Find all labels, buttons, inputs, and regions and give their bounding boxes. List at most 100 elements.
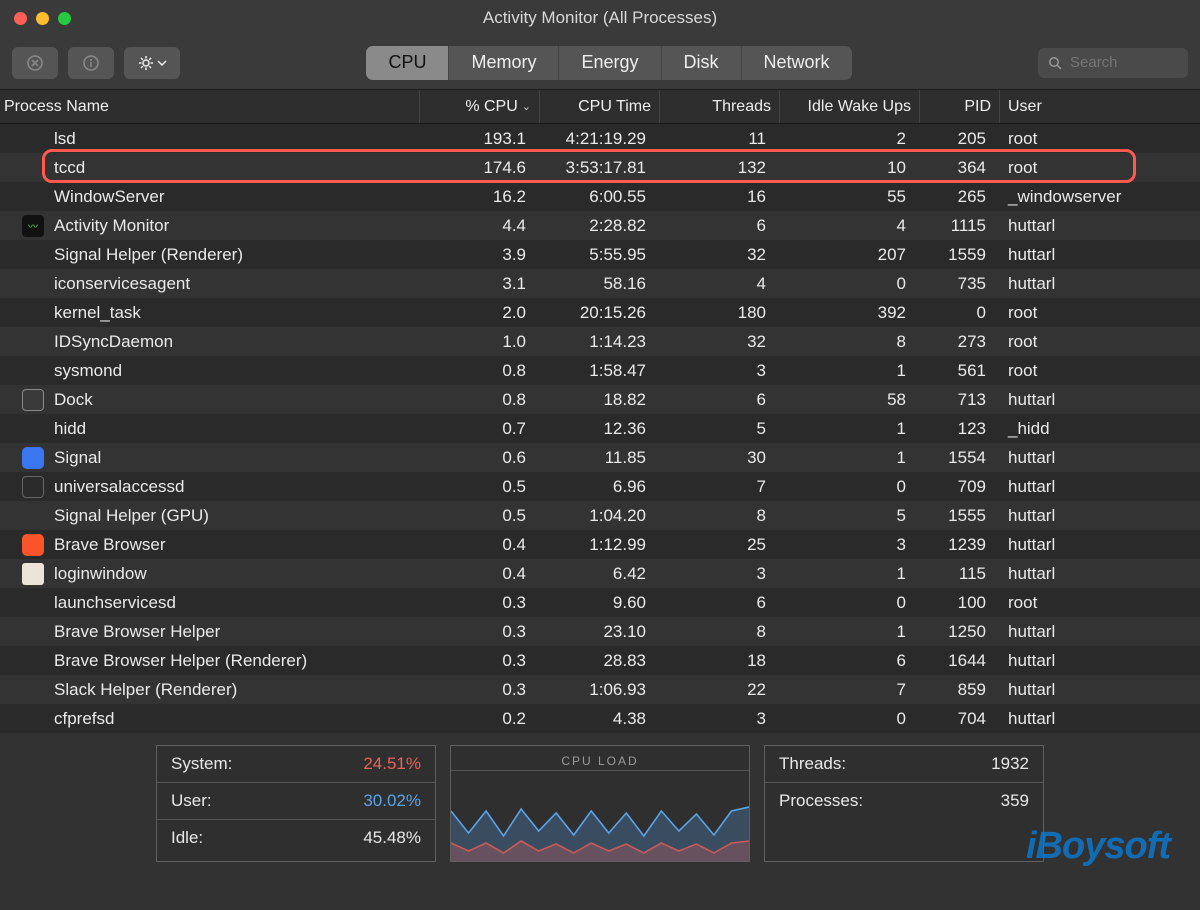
user-cell: _windowserver [1000,187,1200,207]
cpu-time-cell: 1:58.47 [540,361,660,381]
threads-cell: 32 [660,245,780,265]
search-input[interactable] [1070,54,1160,71]
user-cell: huttarl [1000,448,1200,468]
process-list[interactable]: lsd 193.1 4:21:19.29 11 2 205 root tccd … [0,124,1200,733]
user-cell: root [1000,332,1200,352]
table-row[interactable]: IDSyncDaemon 1.0 1:14.23 32 8 273 root [0,327,1200,356]
threads-cell: 5 [660,419,780,439]
processes-row: Processes: 359 [765,783,1043,819]
col-pid[interactable]: PID [920,90,1000,123]
cpu-time-cell: 6:00.55 [540,187,660,207]
threads-cell: 180 [660,303,780,323]
threads-label: Threads: [779,754,846,774]
user-cell: huttarl [1000,274,1200,294]
tab-disk[interactable]: Disk [662,46,742,80]
user-cell: huttarl [1000,680,1200,700]
col-cpu-time[interactable]: CPU Time [540,90,660,123]
user-cell: root [1000,593,1200,613]
table-row[interactable]: Brave Browser Helper 0.3 23.10 8 1 1250 … [0,617,1200,646]
close-window-button[interactable] [14,12,27,25]
table-row[interactable]: kernel_task 2.0 20:15.26 180 392 0 root [0,298,1200,327]
idle-label: Idle: [171,828,203,848]
col-process-name[interactable]: Process Name [0,90,420,123]
col-idle-wakeups[interactable]: Idle Wake Ups [780,90,920,123]
pid-cell: 1250 [920,622,1000,642]
table-row[interactable]: Signal Helper (Renderer) 3.9 5:55.95 32 … [0,240,1200,269]
wakeups-cell: 4 [780,216,920,236]
zoom-window-button[interactable] [58,12,71,25]
cpu-pct-cell: 1.0 [420,332,540,352]
tab-network[interactable]: Network [742,46,852,80]
table-row[interactable]: Signal Helper (GPU) 0.5 1:04.20 8 5 1555… [0,501,1200,530]
col-cpu-pct[interactable]: % CPU⌄ [420,90,540,123]
table-row[interactable]: launchservicesd 0.3 9.60 6 0 100 root [0,588,1200,617]
cpu-time-cell: 20:15.26 [540,303,660,323]
table-row[interactable]: loginwindow 0.4 6.42 3 1 115 huttarl [0,559,1200,588]
col-user[interactable]: User [1000,90,1200,123]
system-value: 24.51% [363,754,421,774]
pid-cell: 735 [920,274,1000,294]
table-row[interactable]: sysmond 0.8 1:58.47 3 1 561 root [0,356,1200,385]
pid-cell: 859 [920,680,1000,700]
table-row[interactable]: cfprefsd 0.2 4.38 3 0 704 huttarl [0,704,1200,733]
cpu-pct-cell: 16.2 [420,187,540,207]
tab-energy[interactable]: Energy [559,46,661,80]
process-name: Activity Monitor [54,216,169,236]
cpu-pct-cell: 2.0 [420,303,540,323]
pid-cell: 713 [920,390,1000,410]
cpu-pct-cell: 0.4 [420,564,540,584]
cpu-load-graph [451,771,749,861]
table-row[interactable]: Signal 0.6 11.85 30 1 1554 huttarl [0,443,1200,472]
process-name: Brave Browser [54,535,165,555]
process-name-cell: IDSyncDaemon [0,332,420,352]
table-row[interactable]: Brave Browser 0.4 1:12.99 25 3 1239 hutt… [0,530,1200,559]
cpu-pct-cell: 0.8 [420,361,540,381]
process-name: universalaccessd [54,477,184,497]
cpu-pct-cell: 0.6 [420,448,540,468]
window-title: Activity Monitor (All Processes) [0,8,1200,28]
table-row[interactable]: lsd 193.1 4:21:19.29 11 2 205 root [0,124,1200,153]
activity-monitor-icon: 〰 [22,215,44,237]
minimize-window-button[interactable] [36,12,49,25]
process-name: Brave Browser Helper (Renderer) [54,651,307,671]
stop-icon [27,55,43,71]
col-threads[interactable]: Threads [660,90,780,123]
info-button[interactable] [68,47,114,79]
table-row[interactable]: hidd 0.7 12.36 5 1 123 _hidd [0,414,1200,443]
cpu-load-graph-panel: CPU LOAD [450,745,750,862]
tab-memory[interactable]: Memory [449,46,559,80]
threads-cell: 6 [660,593,780,613]
process-name-cell: universalaccessd [0,477,420,497]
system-label: System: [171,754,232,774]
signal-icon [22,447,44,469]
cpu-breakdown-panel: System: 24.51% User: 30.02% Idle: 45.48% [156,745,436,862]
table-row[interactable]: universalaccessd 0.5 6.96 7 0 709 huttar… [0,472,1200,501]
stop-process-button[interactable] [12,47,58,79]
cpu-pct-cell: 0.7 [420,419,540,439]
threads-cell: 4 [660,274,780,294]
table-row[interactable]: Brave Browser Helper (Renderer) 0.3 28.8… [0,646,1200,675]
tab-cpu[interactable]: CPU [366,46,449,80]
process-name-cell: lsd [0,129,420,149]
table-row[interactable]: iconservicesagent 3.1 58.16 4 0 735 hutt… [0,269,1200,298]
user-cell: root [1000,361,1200,381]
cpu-time-cell: 18.82 [540,390,660,410]
table-row[interactable]: tccd 174.6 3:53:17.81 132 10 364 root [0,153,1200,182]
threads-row: Threads: 1932 [765,746,1043,783]
threads-cell: 6 [660,390,780,410]
table-row[interactable]: WindowServer 16.2 6:00.55 16 55 265 _win… [0,182,1200,211]
table-row[interactable]: Dock 0.8 18.82 6 58 713 huttarl [0,385,1200,414]
process-name-cell: tccd [0,158,420,178]
wakeups-cell: 2 [780,129,920,149]
search-field[interactable] [1038,48,1188,78]
search-icon [1048,56,1062,70]
col-label: Process Name [4,98,109,116]
action-menu-button[interactable] [124,47,180,79]
cpu-time-cell: 28.83 [540,651,660,671]
process-name-cell: loginwindow [0,564,420,584]
user-cell: huttarl [1000,709,1200,729]
sort-indicator-icon: ⌄ [522,100,531,113]
table-row[interactable]: Slack Helper (Renderer) 0.3 1:06.93 22 7… [0,675,1200,704]
process-name: launchservicesd [54,593,176,613]
table-row[interactable]: 〰Activity Monitor 4.4 2:28.82 6 4 1115 h… [0,211,1200,240]
